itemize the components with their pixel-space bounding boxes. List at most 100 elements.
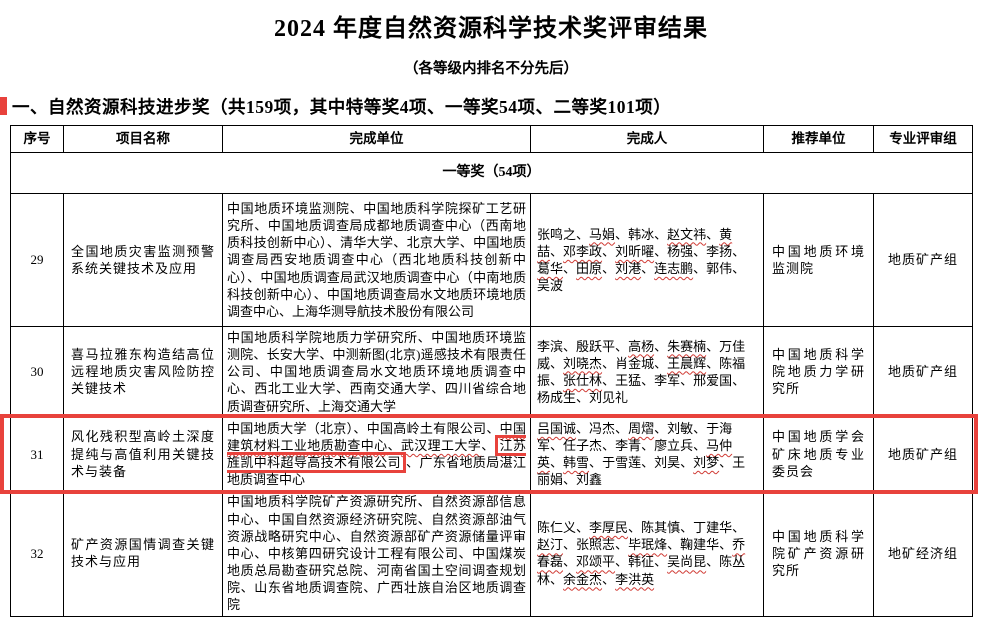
name-item: 陈其慎 <box>641 520 681 536</box>
name-item: 吕国诚 <box>537 420 577 436</box>
name-item: 李滨 <box>537 338 564 354</box>
name-item: 自然资源部油气资源战略研究中心 <box>227 511 526 544</box>
name-item: 长安大学 <box>266 347 320 363</box>
name-item: 中国地质调查局武汉地质调查中心（中南地质科技创新中心） <box>227 269 526 302</box>
name-item: 鞠建华 <box>680 537 720 553</box>
name-item: 自然资源部信息中心 <box>227 494 526 527</box>
name-item: 中国地质大学（北京） <box>227 420 354 436</box>
name-item: 肖金城 <box>615 355 655 371</box>
name-item: 刘见礼 <box>589 390 629 406</box>
name-item: 刘敏 <box>667 420 694 436</box>
cell-serial: 29 <box>10 193 64 327</box>
name-item: 李厚民 <box>589 520 629 536</box>
name-item: 刘鑫 <box>576 472 603 488</box>
table-row: 32 矿产资源国情调查关键技术与应用 中国地质科学院矿产资源研究所、自然资源部信… <box>10 490 973 617</box>
awards-table-wrap: 序号 项目名称 完成单位 完成人 推荐单位 专业评审组 一等奖（54项） 29 … <box>0 125 978 617</box>
cell-completing-units: 中国地质环境监测院、中国地质科学院探矿工艺研究所、中国地质调查局成都地质调查中心… <box>222 193 531 327</box>
name-item: 马娟 <box>589 226 616 242</box>
name-item: 中国地质调查局水文地质环境地质调查中心 <box>227 286 526 319</box>
name-item: 刘晓杰 <box>563 355 603 371</box>
name-item: 山东省地质调查院 <box>254 580 364 596</box>
name-item: 上海交通大学 <box>318 398 397 414</box>
name-item: 陈仁义 <box>537 520 577 536</box>
name-item: 毕珉烽 <box>628 537 668 553</box>
name-item: 冯杰 <box>589 420 616 436</box>
name-item: 韩冰 <box>628 226 655 242</box>
name-item: 中国地质调查局成都地质调查中心（西南地质科技创新中心） <box>227 218 526 251</box>
name-item: 马仲英 <box>537 437 733 471</box>
name-item: 丁建华 <box>693 520 733 536</box>
cell-review-panel: 地质矿产组 <box>873 326 973 418</box>
name-item: 西北工业大学 <box>254 381 336 397</box>
name-item: 郭伟 <box>706 261 733 276</box>
name-item: 武汉理工大学 <box>400 437 482 453</box>
name-item: 吴尚昆 <box>667 554 707 570</box>
header-serial: 序号 <box>10 125 64 153</box>
cell-project-name: 矿产资源国情调查关键技术与应用 <box>63 490 223 617</box>
name-item: 河南省国土空间调查规划院 <box>227 563 526 596</box>
name-item: 北京大学 <box>406 235 460 251</box>
name-item: 朱赛楠 <box>667 338 707 354</box>
name-item: 邢爱国 <box>693 372 733 388</box>
cell-completing-units: 中国地质科学院地质力学研究所、中国地质环境监测院、长安大学、中测新图(北京)遥感… <box>222 326 531 418</box>
name-item: 刘梦 <box>693 455 720 471</box>
name-item: 周熠 <box>628 420 655 436</box>
name-item: 李洪英 <box>615 571 655 587</box>
name-item: 西南交通大学 <box>349 381 432 397</box>
name-item: 廖立兵 <box>654 437 694 453</box>
cell-review-panel: 地矿经济组 <box>873 490 973 617</box>
cell-serial: 31 <box>10 416 64 492</box>
name-item: 刘港 <box>615 261 642 276</box>
name-item: 中测新图(北京)遥感技术有限责任公司 <box>227 347 526 380</box>
name-item: 余金杰 <box>563 571 603 587</box>
name-item: 中国地质科学院地质力学研究所 <box>227 330 418 345</box>
name-item: 邓颂平 <box>576 554 616 570</box>
section-heading: 一、自然资源科技进步奖（共159项，其中特等奖4项、一等奖54项、二等奖101项… <box>0 94 982 119</box>
cell-project-name: 全国地质灾害监测预警系统关键技术及应用 <box>63 193 223 327</box>
name-item: 万佳威 <box>537 338 746 371</box>
page-subtitle: （各等级内排名不分先后） <box>404 61 578 77</box>
cell-recommender: 中国地质科学院矿产资源研究所 <box>763 490 874 617</box>
cell-completing-people: 张鸣之、马娟、韩冰、赵文祎、黄喆、邓李政、刘昕曜、杨强、李扬、葛华、田原、刘港、… <box>530 193 764 327</box>
cell-completing-people: 陈仁义、李厚民、陈其慎、丁建华、赵汀、张照志、毕珉烽、鞠建华、乔春磊、邓颂平、韩… <box>530 490 764 617</box>
table-row: 31 风化残积型高岭土深度提纯与高值利用关键技术与装备 中国地质大学（北京）、中… <box>10 416 973 492</box>
table-row: 29 全国地质灾害监测预警系统关键技术及应用 中国地质环境监测院、中国地质科学院… <box>10 193 973 327</box>
cell-completing-units: 中国地质大学（北京）、中国高岭土有限公司、中国建筑材料工业地质勘查中心、武汉理工… <box>222 416 531 492</box>
section-heading-text: 一、自然资源科技进步奖（共159项，其中特等奖4项、一等奖54项、二等奖101项… <box>12 97 672 117</box>
red-edge-marker <box>0 97 7 115</box>
name-item: 刘昊 <box>654 455 681 471</box>
table-body: 一等奖（54项） 29 全国地质灾害监测预警系统关键技术及应用 中国地质环境监测… <box>10 152 973 617</box>
name-item: 四川省综合地质调查研究所 <box>227 381 526 414</box>
name-item: 于雪莲 <box>602 455 642 471</box>
name-item: 广东省地质局湛江地质调查中心 <box>227 455 526 488</box>
name-item: 陈丛林 <box>537 554 746 587</box>
header-completing-people: 完成人 <box>530 125 764 153</box>
cell-completing-units: 中国地质科学院矿产资源研究所、自然资源部信息中心、中国自然资源经济研究院、自然资… <box>222 490 531 617</box>
document-page: 2024 年度自然资源科学技术奖评审结果 （各等级内排名不分先后） 一、自然资源… <box>0 8 982 621</box>
name-item: 王丽娟 <box>537 455 746 488</box>
name-item: 乔春磊 <box>537 537 746 570</box>
name-item: 中国地质科学院探矿工艺研究所 <box>227 200 526 234</box>
name-item: 刘昕曜 <box>615 243 655 259</box>
table-row: 30 喜马拉雅东构造结高位远程地质灾害风险防控关键技术 中国地质科学院地质力学研… <box>10 326 973 418</box>
cell-recommender: 中国地质学会矿床地质专业委员会 <box>763 416 874 492</box>
name-item: 李青 <box>615 437 642 453</box>
header-recommender: 推荐单位 <box>763 125 874 153</box>
name-item: 李扬 <box>706 243 733 259</box>
name-item: 中国地质环境监测院 <box>227 330 526 363</box>
header-review-panel: 专业评审组 <box>873 125 973 153</box>
name-item: 连志鹏 <box>654 261 694 276</box>
name-item: 陈福振 <box>537 355 746 388</box>
header-project-name: 项目名称 <box>63 125 223 153</box>
name-item: 高杨 <box>628 338 655 354</box>
name-item: 杨成生 <box>537 390 577 406</box>
name-item: 中国自然资源经济研究院 <box>267 511 418 527</box>
cell-recommender: 中国地质科学院地质力学研究所 <box>763 326 874 418</box>
name-item: 中国高岭土有限公司 <box>366 420 487 436</box>
awards-table: 序号 项目名称 完成单位 完成人 推荐单位 专业评审组 一等奖（54项） 29 … <box>10 125 973 617</box>
cell-completing-people: 李滨、殷跃平、高杨、朱赛楠、万佳威、刘晓杰、肖金城、王晨辉、陈福振、张仕林、王猛… <box>530 326 764 418</box>
header-completing-units: 完成单位 <box>222 125 531 153</box>
cell-project-name: 风化残积型高岭土深度提纯与高值利用关键技术与装备 <box>63 416 223 492</box>
name-item: 王猛 <box>615 372 642 388</box>
name-item: 张仕林 <box>563 372 603 388</box>
